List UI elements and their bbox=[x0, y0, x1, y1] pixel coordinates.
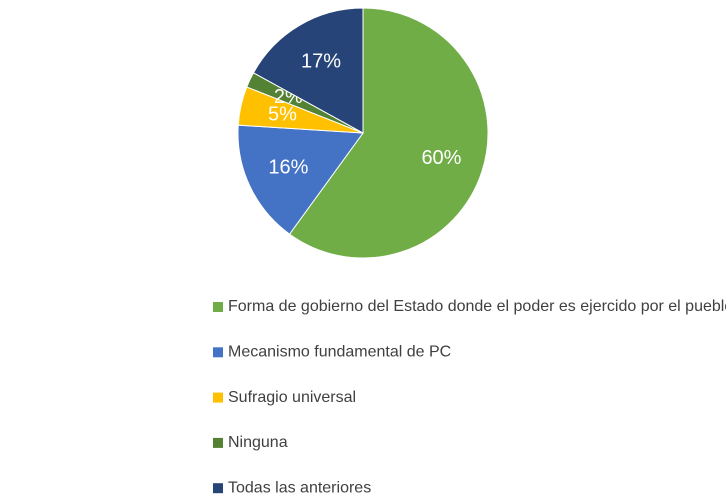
data-label: 5% bbox=[268, 103, 297, 125]
legend-swatch bbox=[213, 347, 223, 358]
legend-label: Sufragio universal bbox=[228, 389, 356, 406]
data-label: 60% bbox=[421, 147, 461, 169]
pie-slice bbox=[252, 7, 364, 134]
legend-swatch bbox=[213, 392, 223, 403]
legend-swatch bbox=[213, 483, 223, 494]
legend-label: Ninguna bbox=[228, 434, 288, 451]
legend-label: Forma de gobierno del Estado donde el po… bbox=[228, 298, 726, 315]
data-label: 16% bbox=[268, 156, 308, 178]
pie-slice bbox=[237, 124, 364, 235]
pie-slice bbox=[288, 7, 489, 259]
legend-label: Mecanismo fundamental de PC bbox=[228, 344, 451, 361]
legend-swatch bbox=[213, 302, 223, 312]
data-label: 17% bbox=[301, 50, 341, 72]
legend-swatch bbox=[213, 437, 223, 448]
legend-label: Todas las anteriores bbox=[228, 479, 371, 496]
